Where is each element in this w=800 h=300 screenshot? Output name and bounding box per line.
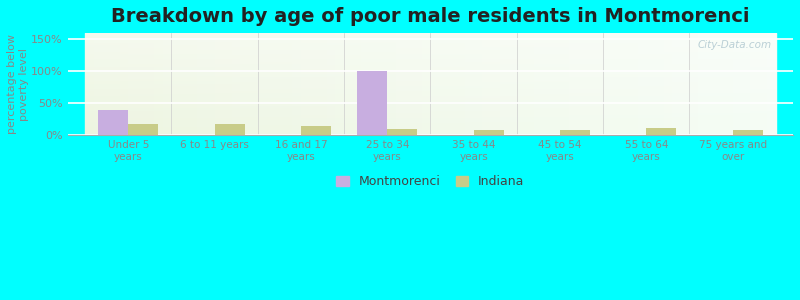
Bar [85,62,776,64]
Bar [85,57,776,58]
Bar [85,125,776,127]
Bar [85,93,776,94]
Bar [85,79,776,81]
Legend: Montmorenci, Indiana: Montmorenci, Indiana [336,176,525,188]
Bar [85,86,776,88]
Title: Breakdown by age of poor male residents in Montmorenci: Breakdown by age of poor male residents … [111,7,750,26]
Bar [214,124,245,135]
Bar [85,84,776,86]
Bar [85,134,776,135]
Bar [85,69,776,70]
Bar [98,110,128,135]
Bar [85,101,776,103]
Bar [85,115,776,117]
Bar [85,74,776,76]
Bar [85,64,776,65]
Bar [560,130,590,135]
Bar [85,100,776,101]
Bar [85,106,776,108]
Bar [85,67,776,69]
Bar [85,132,776,134]
Bar [85,45,776,47]
Bar [85,35,776,37]
Bar [85,103,776,105]
Bar [85,43,776,45]
Bar [85,40,776,42]
Bar [85,118,776,120]
Bar [85,48,776,50]
Bar [357,71,387,135]
Bar [387,129,418,135]
Bar [85,127,776,128]
Bar [85,70,776,72]
Bar [85,65,776,67]
Bar [733,130,763,135]
Text: City-Data.com: City-Data.com [697,40,771,50]
Bar [85,89,776,91]
Bar [85,96,776,98]
Bar [85,55,776,57]
Bar [85,81,776,82]
Bar [85,60,776,62]
Bar [85,98,776,100]
Bar [128,124,158,135]
Bar [85,112,776,113]
Bar [85,120,776,122]
Bar [85,76,776,77]
Bar [85,123,776,125]
Bar [85,47,776,48]
Bar [85,77,776,79]
Bar [85,94,776,96]
Bar [85,110,776,112]
Bar [301,126,331,135]
Bar [85,33,776,35]
Bar [85,53,776,55]
Bar [85,91,776,93]
Bar [85,130,776,132]
Bar [85,88,776,89]
Bar [85,117,776,118]
Bar [85,105,776,106]
Y-axis label: percentage below
poverty level: percentage below poverty level [7,34,29,134]
Bar [85,128,776,130]
Bar [85,108,776,110]
Bar [85,82,776,84]
Bar [85,122,776,123]
Bar [85,58,776,60]
Bar [474,130,504,135]
Bar [85,50,776,52]
Bar [646,128,677,135]
Bar [85,72,776,74]
Bar [85,113,776,115]
Bar [85,38,776,40]
Bar [85,37,776,38]
Bar [85,42,776,43]
Bar [85,52,776,53]
